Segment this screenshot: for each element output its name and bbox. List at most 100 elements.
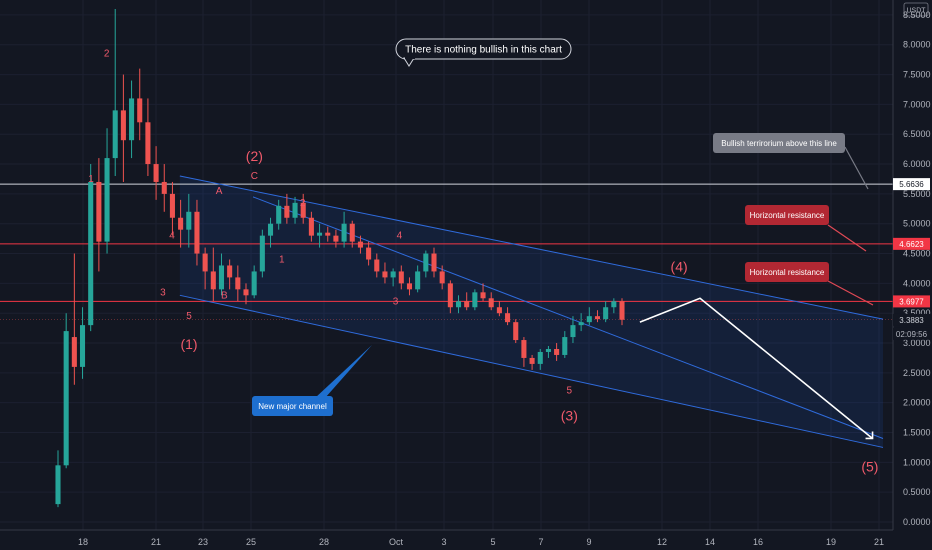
price-tick-label: 5.0000 [903, 219, 931, 229]
channel-line [179, 175, 884, 320]
time-tick-label: 9 [586, 537, 591, 547]
wave-label: 3 [160, 287, 166, 298]
candle-body [455, 301, 462, 308]
callout-bullish-text: Bullish terrirorium above this line [721, 139, 837, 148]
time-tick-label: 7 [538, 537, 543, 547]
candle-body [186, 211, 192, 230]
channel-line [252, 196, 884, 439]
callout-resistance-2[interactable]: Horizontal resistance [745, 262, 874, 306]
candle-body [71, 337, 77, 367]
time-tick-label: 25 [246, 537, 256, 547]
candle-body [300, 202, 306, 218]
time-tick-label: 16 [753, 537, 763, 547]
channel-lines[interactable] [179, 175, 884, 448]
wave-label: B [221, 290, 228, 301]
candle-body [259, 235, 265, 272]
wave-label: C [251, 171, 258, 182]
wave-labels: 1 2 3 4 5 (1) A B C (2) 1 2 3 4 5 (3) (4) (5) [88, 49, 878, 475]
countdown-label: 02:09:56 [896, 330, 928, 339]
price-tick-label: 1.0000 [903, 457, 931, 467]
candle-body [129, 98, 135, 141]
candles [55, 8, 625, 508]
candle-body [521, 340, 527, 358]
candle-body [382, 271, 388, 278]
candle-body [464, 301, 470, 308]
currency-badge: USDT [903, 2, 929, 17]
candle-body [366, 247, 372, 260]
candle-body [178, 217, 184, 230]
time-tick-label: 3 [441, 537, 446, 547]
price-tick-label: 5.5000 [903, 189, 931, 199]
price-tick-label: 1.5000 [903, 428, 931, 438]
price-tag-5-6636: 5.6636 [899, 180, 924, 189]
callout-main[interactable]: There is nothing bullish in this chart [395, 38, 572, 67]
candle-body [415, 271, 421, 290]
price-tags: 5.6636 4.6623 3.6977 3.3883 02:09:56 [893, 178, 930, 340]
candle-body [333, 235, 339, 242]
countdown-bg [893, 327, 930, 340]
candle-body [276, 205, 282, 224]
price-axis[interactable] [893, 0, 932, 550]
price-tick-label: 8.5000 [903, 10, 931, 20]
callout-bullish[interactable]: Bullish terrirorium above this line [713, 133, 869, 190]
wave-label: (1) [180, 336, 197, 352]
price-tick-label: 3.5000 [903, 308, 931, 318]
candle-body [292, 202, 298, 218]
candle-body [227, 265, 233, 278]
horizontal-lines[interactable] [0, 183, 893, 321]
price-tick-label: 0.0000 [903, 517, 931, 527]
price-tag-3-6977: 3.6977 [899, 297, 924, 306]
time-tick-label: 21 [874, 537, 884, 547]
callout-resistance-1[interactable]: Horizontal resistance [745, 205, 867, 252]
candle-body [537, 351, 543, 364]
time-tick-label: 19 [826, 537, 836, 547]
candle-body [153, 164, 159, 182]
candle-body [390, 271, 396, 278]
price-tick-label: 7.5000 [903, 70, 931, 80]
candle-body [349, 223, 355, 242]
candle-body [594, 316, 601, 320]
channel-line [179, 294, 884, 448]
wave-label: A [216, 186, 223, 197]
time-tick-label: 18 [78, 537, 88, 547]
wave-label: (2) [246, 148, 263, 164]
candle-body [439, 271, 445, 284]
candle-body [218, 265, 225, 290]
price-tick-label: 2.0000 [903, 398, 931, 408]
wave-label: (3) [561, 408, 578, 424]
price-tag-3-6977-bg [893, 295, 930, 308]
currency-label: USDT [906, 8, 926, 15]
candle-body [554, 348, 560, 355]
candle-body [96, 181, 102, 242]
time-tick-label: 28 [319, 537, 329, 547]
candle-body [619, 301, 625, 320]
time-tick-label: Oct [389, 537, 404, 547]
callout-resistance-2-text: Horizontal resistance [750, 268, 825, 277]
price-tag-current: 3.3883 [899, 316, 924, 325]
projection-path[interactable] [639, 297, 874, 440]
candle-body [112, 110, 118, 159]
price-tick-label: 4.0000 [903, 278, 931, 288]
candle-body [63, 331, 69, 466]
candle-body [120, 110, 126, 141]
candle-body [325, 232, 331, 236]
wave-label: 1 [88, 174, 94, 185]
candle-body [398, 271, 404, 284]
time-tick-label: 14 [705, 537, 715, 547]
callout-channel[interactable]: New major channel [252, 345, 372, 416]
candle-body [570, 325, 576, 338]
wave-label: 4 [397, 231, 403, 242]
price-tick-label: 4.5000 [903, 249, 931, 259]
candle-body [472, 292, 478, 308]
candle-body [284, 205, 290, 218]
price-tick-label: 6.5000 [903, 129, 931, 139]
candle-body [317, 232, 323, 236]
wave-label: 5 [186, 311, 192, 322]
candle-body [235, 277, 241, 290]
candle-body [210, 271, 216, 290]
candle-body [243, 289, 249, 296]
candle-body [586, 316, 592, 323]
candle-body [603, 307, 609, 320]
price-tick-label: 3.0000 [903, 338, 931, 348]
